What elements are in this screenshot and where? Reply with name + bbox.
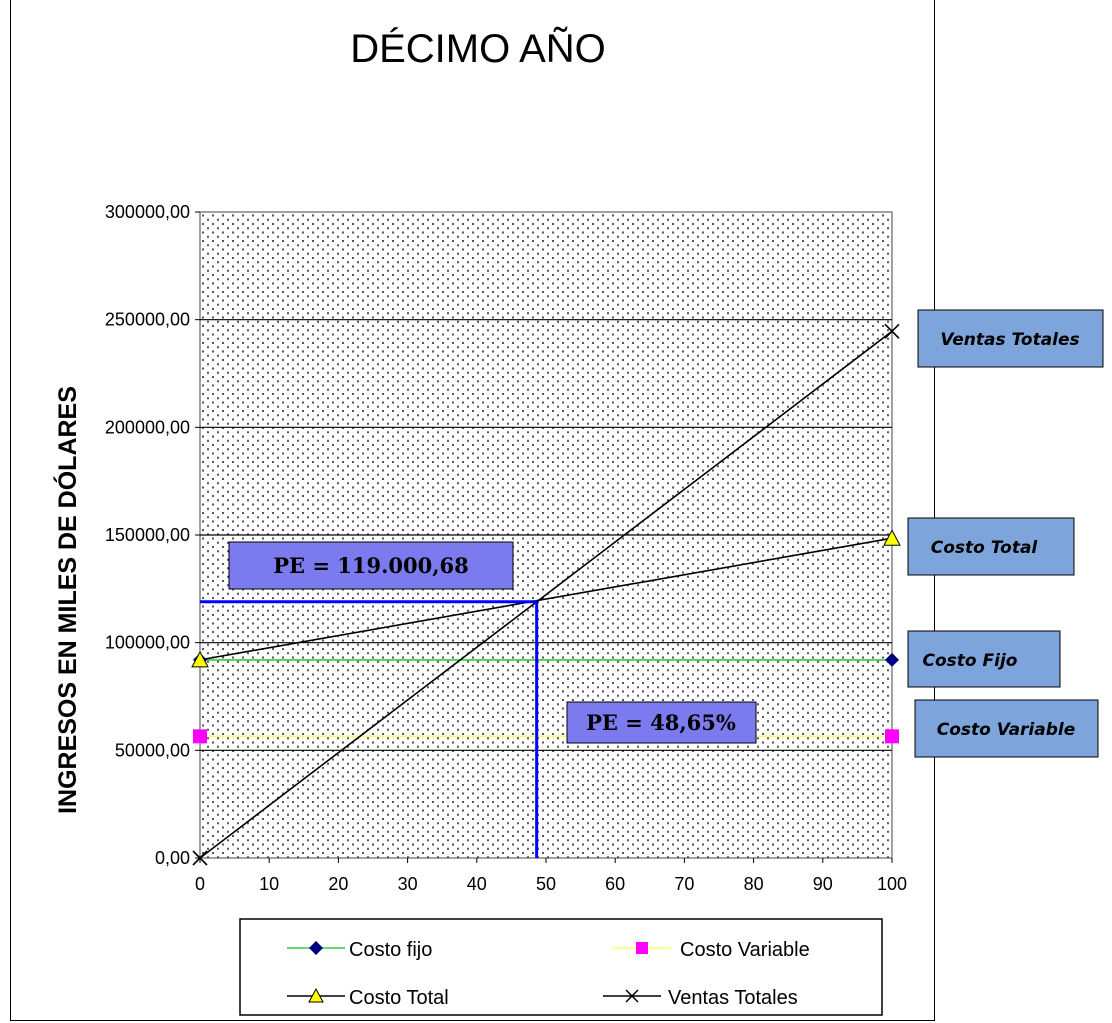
x-tick-label: 70 — [674, 874, 694, 894]
callout-costo-total-label: Costo Total — [931, 538, 1039, 558]
callout-costo-variable: Costo Variable — [914, 699, 1099, 758]
series-markers — [191, 323, 901, 866]
x-tick-label: 80 — [744, 874, 764, 894]
pe-value-box: PE = 119.000,68 — [228, 541, 514, 590]
x-tick-label: 60 — [605, 874, 625, 894]
x-tick-labels: 0 10 20 30 40 50 60 70 80 90 100 — [195, 858, 907, 894]
callout-ventas-totales-label: Ventas Totales — [940, 330, 1079, 350]
y-axis-label: INGRESOS EN MILES DE DÓLARES — [52, 386, 82, 814]
data-point-costo-variable — [193, 729, 207, 744]
series-line-ventas-totales — [199, 330, 893, 859]
callout-ventas-totales: Ventas Totales — [917, 309, 1104, 368]
y-tick-label: 150000,00 — [105, 525, 190, 545]
break-even-lines — [200, 600, 539, 858]
chart-title: DÉCIMO AÑO — [350, 26, 606, 71]
legend-item-costo-fijo: Costo fijo — [287, 939, 432, 961]
legend-label-costo-fijo: Costo fijo — [349, 939, 432, 961]
data-point-ventas-totales — [884, 323, 900, 339]
x-tick-label: 0 — [195, 874, 205, 894]
gridlines — [195, 211, 892, 859]
legend-label-costo-variable: Costo Variable — [680, 939, 810, 961]
y-tick-label: 250000,00 — [105, 310, 190, 330]
y-tick-label: 300000,00 — [105, 202, 190, 222]
x-tick-label: 100 — [877, 874, 907, 894]
series-line-costo-total — [199, 537, 893, 661]
data-point-costo-variable — [885, 729, 899, 744]
legend: Costo fijo Costo Variable Costo Total Ve… — [239, 918, 883, 1016]
y-tick-label: 50000,00 — [115, 740, 190, 760]
callout-costo-total: Costo Total — [907, 517, 1075, 576]
legend-label-costo-total: Costo Total — [349, 987, 449, 1009]
series-lines — [199, 330, 893, 859]
x-tick-label: 50 — [536, 874, 556, 894]
pe-percent-box: PE = 48,65% — [566, 701, 757, 744]
pe-percent-label: PE = 48,65% — [586, 710, 736, 735]
data-point-costo-total — [191, 650, 209, 668]
legend-label-ventas-totales: Ventas Totales — [668, 987, 798, 1009]
x-tick-label: 90 — [813, 874, 833, 894]
legend-item-costo-variable: Costo Variable — [613, 939, 810, 961]
y-tick-labels: 0,00 50000,00 100000,00 150000,00 200000,00 2… — [105, 202, 190, 868]
x-tick-label: 10 — [259, 874, 279, 894]
y-tick-label: 100000,00 — [105, 633, 190, 653]
y-tick-label: 0,00 — [155, 848, 190, 868]
data-point-costo-fijo — [885, 652, 899, 667]
callout-costo-variable-label: Costo Variable — [937, 720, 1076, 740]
callout-costo-fijo-label: Costo Fijo — [923, 651, 1018, 671]
pe-value-label: PE = 119.000,68 — [273, 553, 469, 578]
legend-item-costo-total: Costo Total — [287, 987, 449, 1009]
x-tick-label: 30 — [398, 874, 418, 894]
y-tick-label: 200000,00 — [105, 417, 190, 437]
x-tick-label: 20 — [328, 874, 348, 894]
x-tick-label: 40 — [467, 874, 487, 894]
legend-item-ventas-totales: Ventas Totales — [603, 987, 798, 1009]
data-point-costo-total — [883, 529, 901, 546]
data-point-ventas-totales — [192, 850, 208, 866]
callout-costo-fijo: Costo Fijo — [907, 630, 1061, 688]
